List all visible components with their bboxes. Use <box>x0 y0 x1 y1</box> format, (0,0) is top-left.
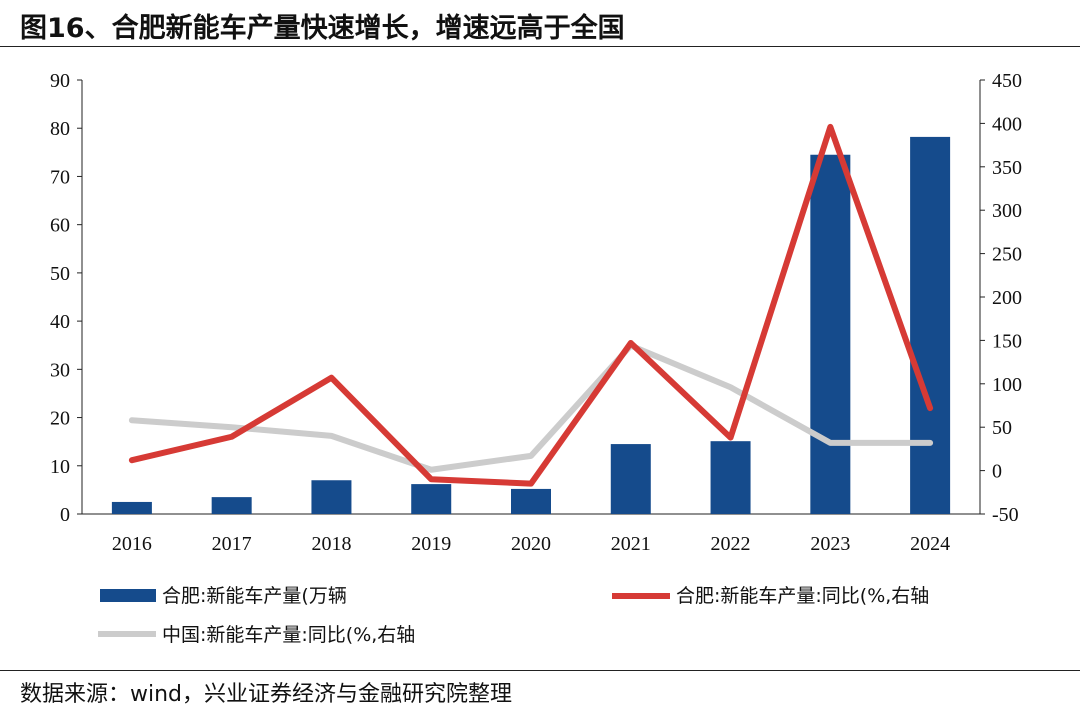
right-tick-label: 200 <box>992 287 1022 309</box>
x-tick-label: 2022 <box>711 533 751 555</box>
chart: 0 10 20 30 40 50 60 70 80 90 -50 0 50 100 150 200 250 300… <box>50 70 1022 646</box>
x-tick-label: 2021 <box>611 533 651 555</box>
bar <box>111 501 152 514</box>
right-tick-label: 50 <box>992 417 1012 439</box>
bar <box>910 136 951 514</box>
right-tick-label: 300 <box>992 200 1022 222</box>
left-tick-label: 60 <box>50 215 70 237</box>
source-divider <box>0 670 1080 671</box>
left-tick-label: 20 <box>50 408 70 430</box>
source-note: 数据来源：wind，兴业证券经济与金融研究院整理 <box>20 682 513 707</box>
bar <box>511 488 551 514</box>
right-tick-label: 400 <box>992 113 1022 135</box>
legend-label: 合肥:新能车产量(万辆 <box>162 585 347 607</box>
bar <box>211 497 252 514</box>
bar <box>610 444 651 514</box>
bar <box>311 480 352 514</box>
left-tick-label: 30 <box>50 359 70 381</box>
bar <box>411 484 452 514</box>
right-tick-label: 150 <box>992 330 1022 352</box>
legend-swatch-bar <box>100 589 156 602</box>
right-tick-label: 100 <box>992 374 1022 396</box>
x-tick-label: 2019 <box>411 533 451 555</box>
legend-label: 中国:新能车产量:同比(%,右轴 <box>162 624 415 646</box>
page-title: 图16、合肥新能车产量快速增长，增速远高于全国 <box>20 13 625 44</box>
bar <box>810 154 851 514</box>
left-tick-label: 80 <box>50 118 70 140</box>
left-tick-label: 0 <box>60 504 70 526</box>
right-tick-label: 450 <box>992 70 1022 92</box>
left-tick-label: 90 <box>50 70 70 92</box>
left-tick-label: 10 <box>50 456 70 478</box>
right-tick-label: -50 <box>992 504 1019 526</box>
right-tick-label: 350 <box>992 157 1022 179</box>
x-tick-label: 2020 <box>511 533 551 555</box>
left-tick-label: 40 <box>50 311 70 333</box>
right-tick-label: 250 <box>992 244 1022 266</box>
title-divider <box>0 46 1080 47</box>
x-tick-label: 2017 <box>212 533 252 555</box>
x-tick-label: 2024 <box>910 533 950 555</box>
x-tick-label: 2016 <box>112 533 152 555</box>
left-tick-label: 70 <box>50 166 70 188</box>
bar <box>710 441 751 514</box>
x-tick-label: 2018 <box>311 533 351 555</box>
left-tick-label: 50 <box>50 263 70 285</box>
right-tick-label: 0 <box>992 461 1002 483</box>
legend-label: 合肥:新能车产量:同比(%,右轴 <box>676 585 929 607</box>
x-tick-label: 2023 <box>810 533 850 555</box>
